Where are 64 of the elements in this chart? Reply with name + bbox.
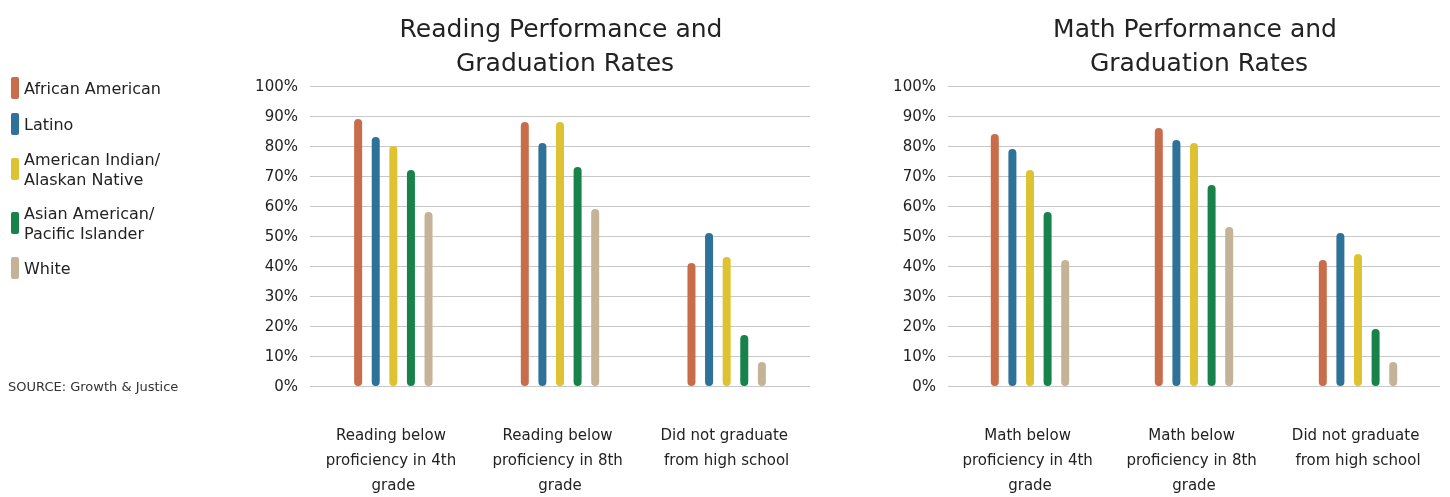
bar bbox=[389, 146, 398, 386]
bar bbox=[705, 233, 714, 386]
y-tick-label: 20% bbox=[902, 317, 936, 335]
bar bbox=[1043, 212, 1052, 386]
bar bbox=[1225, 227, 1234, 386]
chart-title: Math Performance and Graduation Rates bbox=[1053, 13, 1345, 77]
bar bbox=[1207, 185, 1216, 386]
bar bbox=[354, 119, 363, 386]
bar bbox=[538, 143, 547, 386]
bar bbox=[740, 335, 749, 386]
bar bbox=[1154, 128, 1163, 386]
bar bbox=[990, 134, 999, 386]
legend-label: Latino bbox=[24, 114, 74, 134]
x-tick-label: Did not graduate from high school bbox=[660, 425, 793, 469]
bar bbox=[722, 257, 731, 386]
y-tick-label: 60% bbox=[902, 197, 936, 215]
legend-label: Asian American/ Pacific Islander bbox=[24, 203, 160, 243]
bar bbox=[1026, 170, 1034, 386]
bar bbox=[1061, 260, 1070, 386]
y-tick-label: 40% bbox=[264, 257, 298, 275]
bar bbox=[1008, 149, 1017, 386]
chart-title: Reading Performance and Graduation Rates bbox=[399, 13, 731, 77]
legend-label: American Indian/ Alaskan Native bbox=[24, 149, 166, 189]
y-tick-label: 10% bbox=[264, 347, 298, 365]
bar bbox=[1172, 140, 1181, 386]
bar bbox=[424, 212, 433, 386]
x-tick-label: Math below proficiency in 8th grade bbox=[1126, 425, 1262, 494]
x-tick-label: Did not graduate from high school bbox=[1291, 425, 1425, 469]
y-tick-label: 100% bbox=[255, 77, 298, 95]
y-tick-label: 70% bbox=[902, 167, 936, 185]
y-tick-label: 80% bbox=[264, 137, 298, 155]
x-tick-label: Reading below proficiency in 4th grade bbox=[325, 425, 461, 494]
legend-label: White bbox=[24, 258, 71, 278]
source-note: SOURCE: Growth & Justice bbox=[8, 379, 179, 394]
y-tick-label: 30% bbox=[902, 287, 936, 305]
bar bbox=[687, 263, 696, 386]
y-tick-label: 30% bbox=[264, 287, 298, 305]
y-tick-label: 0% bbox=[274, 377, 298, 395]
x-tick-label: Math below proficiency in 4th grade bbox=[962, 425, 1098, 494]
y-tick-label: 80% bbox=[902, 137, 936, 155]
bar bbox=[556, 122, 564, 386]
bar bbox=[371, 137, 380, 386]
bar bbox=[1190, 143, 1198, 386]
y-tick-label: 70% bbox=[264, 167, 298, 185]
y-tick-label: 10% bbox=[902, 347, 936, 365]
bar bbox=[573, 167, 582, 386]
y-tick-label: 90% bbox=[902, 107, 936, 125]
y-tick-label: 50% bbox=[264, 227, 298, 245]
bar bbox=[406, 170, 415, 386]
y-tick-label: 100% bbox=[893, 77, 936, 95]
bar bbox=[1318, 260, 1327, 386]
x-tick-label: Reading below proficiency in 8th grade bbox=[492, 425, 628, 494]
bar bbox=[1336, 233, 1345, 386]
legend-label: African American bbox=[24, 78, 161, 98]
bar bbox=[1371, 329, 1380, 386]
y-tick-label: 60% bbox=[264, 197, 298, 215]
y-tick-label: 50% bbox=[902, 227, 936, 245]
y-tick-label: 40% bbox=[902, 257, 936, 275]
y-tick-label: 20% bbox=[264, 317, 298, 335]
y-tick-label: 0% bbox=[912, 377, 936, 395]
bar bbox=[1354, 254, 1362, 386]
y-tick-label: 90% bbox=[264, 107, 298, 125]
bar bbox=[591, 209, 600, 386]
bar bbox=[520, 122, 529, 386]
